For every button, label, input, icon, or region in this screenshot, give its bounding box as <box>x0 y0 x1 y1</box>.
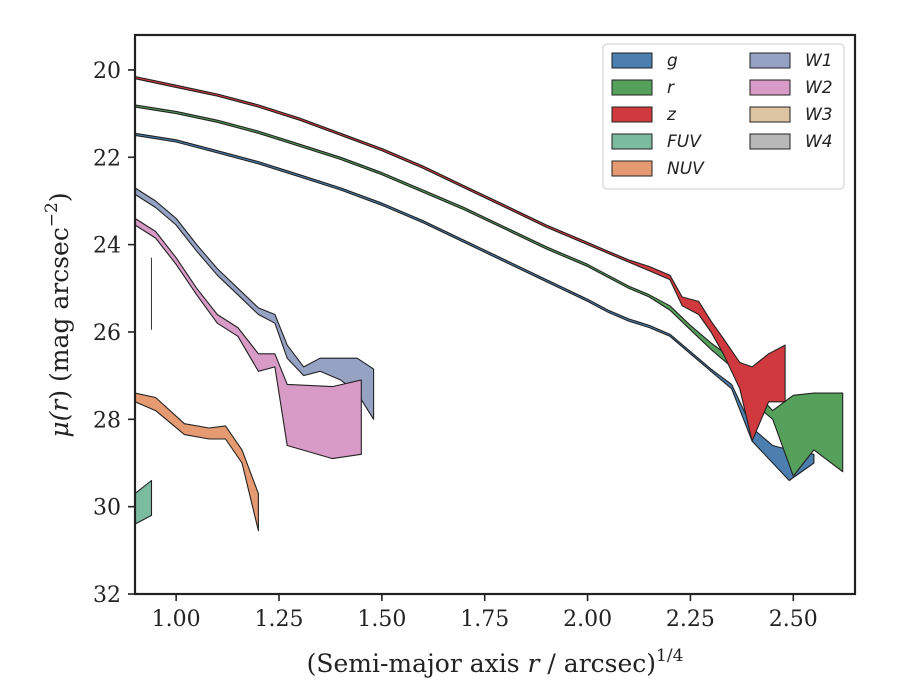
plot-frame <box>133 33 857 596</box>
x-axis-label: (Semi-major axis r / arcsec)1/4 <box>307 646 684 678</box>
legend-label-g: g <box>667 51 678 71</box>
y-tick-label: 22 <box>93 146 121 171</box>
legend-label-w4: W4 <box>805 132 833 152</box>
y-tick-label: 24 <box>93 234 121 259</box>
legend-swatch-fuv <box>611 133 653 150</box>
x-tick-label: 1.00 <box>152 607 201 632</box>
series-band-r <box>134 104 844 477</box>
x-tick-label: 1.50 <box>357 607 406 632</box>
legend-label-z: z <box>666 105 677 125</box>
y-tick-label: 20 <box>93 59 121 84</box>
y-tick-label: 30 <box>93 496 121 521</box>
x-tick-label: 2.50 <box>769 607 818 632</box>
legend: grz FUV NUV W1 W2 W3 W4 <box>602 43 845 190</box>
series-band-nuv <box>134 392 259 532</box>
x-tick-label: 2.25 <box>666 607 715 632</box>
axes-layer: 1.00 1.25 1.50 1.75 2.00 2.25 2.50 20 22 24 26 28 30… <box>93 33 857 632</box>
series-band-w2 <box>134 217 362 460</box>
legend-swatch-z <box>611 106 653 123</box>
series-band-g <box>134 132 815 482</box>
series-band-w1 <box>134 187 375 420</box>
y-tick-label: 32 <box>93 583 121 608</box>
legend-swatch-w3 <box>749 106 791 123</box>
legend-label-w2: W2 <box>805 78 833 98</box>
legend-label-w3: W3 <box>805 105 833 125</box>
legend-swatch-nuv <box>611 160 653 177</box>
y-axis-label: μ(r) (mag arcsec−2) <box>42 192 74 437</box>
series-band-fuv <box>134 479 153 525</box>
y-tick-label: 28 <box>93 408 121 433</box>
x-tick-label: 1.25 <box>255 607 304 632</box>
legend-label-w1: W1 <box>805 51 833 71</box>
legend-label-nuv: NUV <box>667 159 705 179</box>
legend-swatch-w2 <box>749 79 791 96</box>
legend-label-r: r <box>667 78 675 98</box>
legend-label-fuv: FUV <box>667 132 702 152</box>
legend-swatch-g <box>611 52 653 69</box>
x-tick-label: 2.00 <box>563 607 612 632</box>
legend-swatch-r <box>611 79 653 96</box>
x-tick-label: 1.75 <box>460 607 509 632</box>
y-tick-label: 26 <box>93 321 121 346</box>
series-layer <box>134 75 844 532</box>
legend-swatch-w4 <box>749 133 791 150</box>
series-band-z <box>134 75 786 442</box>
legend-swatch-w1 <box>749 52 791 69</box>
